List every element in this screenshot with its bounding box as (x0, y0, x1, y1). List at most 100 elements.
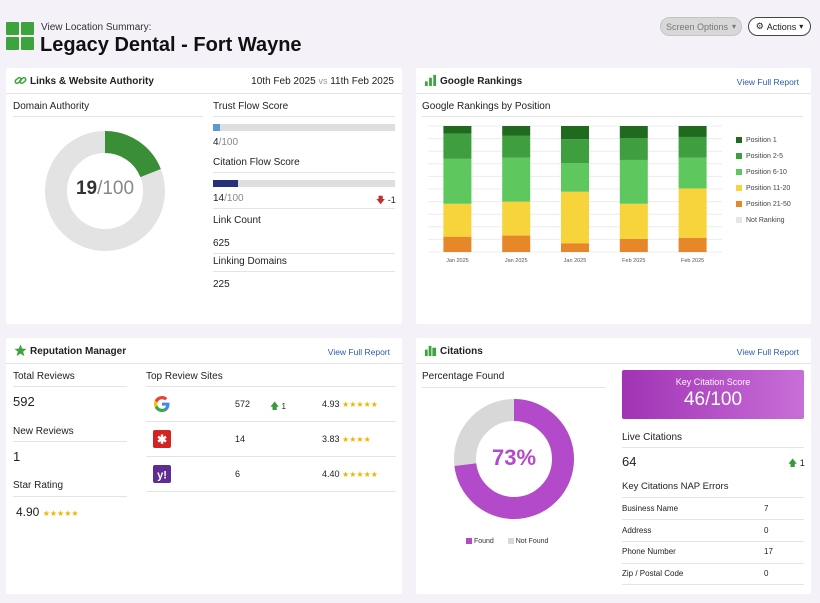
citations-header: Citations View Full Report (416, 338, 811, 364)
divider (146, 491, 396, 492)
link-count-value: 625 (213, 238, 230, 249)
page-title: Legacy Dental - Fort Wayne (40, 34, 302, 56)
legend-found-swatch (466, 538, 472, 545)
nap-error-value: 0 (764, 526, 769, 535)
donut-value-arc (45, 131, 165, 251)
key-citation-score-box: Key Citation Score 46/100 (622, 370, 804, 419)
nap-error-label: Address (622, 526, 652, 535)
divider (13, 386, 127, 387)
citations-card: Citations View Full Report Percentage Fo… (416, 338, 811, 594)
review-site-row-yahoo[interactable]: y! 6 4.40 ★★★★★ (146, 457, 396, 491)
nap-error-value: 0 (764, 569, 769, 578)
divider (213, 116, 395, 117)
star-rating-label: Star Rating (13, 480, 64, 491)
top-sites-label: Top Review Sites (146, 371, 223, 382)
site-review-count: 6 (235, 469, 241, 479)
divider (622, 563, 804, 564)
bar-segment (502, 157, 531, 202)
arrow-up-icon: 🡅 (270, 401, 280, 411)
legend-label: Position 6-10 (746, 168, 787, 176)
bar-segment (561, 243, 589, 252)
date-range: 10th Feb 2025 vs 11th Feb 2025 (251, 76, 394, 87)
legend-item[interactable]: Position 21-50 (736, 196, 806, 212)
percentage-found-label: Percentage Found (422, 371, 505, 382)
date-to: 11th Feb 2025 (330, 76, 394, 87)
donut-value-arc (454, 399, 574, 519)
bar-segment (502, 135, 531, 158)
reputation-title: Reputation Manager (30, 346, 127, 357)
legend-item[interactable]: Position 11-20 (736, 180, 806, 196)
bar-segment (502, 201, 531, 236)
bar-segment (678, 157, 707, 189)
bar-segment (502, 235, 531, 252)
x-tick-label: Jan 2025 (446, 258, 469, 264)
screen-options-button[interactable]: Screen Options ▾ (660, 17, 742, 36)
page-header: View Location Summary: Legacy Dental - F… (0, 0, 820, 66)
legend-item[interactable]: Position 6-10 (736, 164, 806, 180)
legend-swatch (736, 217, 742, 223)
bar-segment (619, 138, 648, 160)
divider (213, 172, 395, 173)
bar-segment (443, 133, 472, 159)
review-site-row-yelp[interactable]: ✱ 14 3.83 ★★★★ (146, 422, 396, 456)
trust-flow-score: 4/100 (213, 137, 238, 148)
reputation-view-report-link[interactable]: View Full Report (327, 347, 390, 357)
bar-segment (678, 188, 707, 238)
citation-flow-score: 14/100 (213, 193, 244, 204)
legend-label: Position 11-20 (746, 184, 791, 192)
review-site-row-google[interactable]: 572 🡅 1 4.93 ★★★★★ (146, 387, 396, 421)
legend-item[interactable]: Position 1 (736, 132, 806, 148)
divider (622, 519, 804, 520)
legend-swatch (736, 185, 742, 191)
nap-error-label: Zip / Postal Code (622, 569, 684, 578)
star-rating: 4.90 ★★★★★ (16, 505, 79, 519)
citations-view-report-link[interactable]: View Full Report (736, 347, 799, 357)
rating-stars-icon: ★★★★★ (342, 400, 378, 409)
total-reviews-value: 592 (13, 394, 35, 409)
percentage-found-value: 73% (491, 445, 537, 470)
nap-error-label: Phone Number (622, 547, 676, 556)
date-vs: vs (318, 76, 328, 86)
links-card-header: Links & Website Authority 10th Feb 2025 … (6, 68, 402, 94)
screen-options-label: Screen Options (665, 21, 729, 32)
new-reviews-value: 1 (13, 449, 21, 464)
domain-authority-score: 19/100 (43, 178, 167, 200)
legend-item[interactable]: Not Ranking (736, 212, 806, 228)
arrow-down-icon: 🡇 (376, 195, 386, 205)
google-rankings-card: Google Rankings View Full Report Google … (416, 68, 811, 324)
new-reviews-label: New Reviews (13, 426, 74, 437)
site-review-count: 14 (235, 434, 246, 444)
domain-authority-label: Domain Authority (13, 101, 90, 112)
svg-text:✱: ✱ (157, 433, 167, 447)
citation-flow-value: 14 (213, 193, 225, 204)
bar-segment (619, 203, 648, 239)
domain-authority-donut (45, 131, 165, 251)
divider (213, 271, 395, 272)
nap-error-value: 17 (764, 547, 773, 556)
divider (622, 541, 804, 542)
rating-stars-icon: ★★★★ (342, 435, 371, 444)
bar-segment (561, 126, 589, 140)
rankings-view-report-link[interactable]: View Full Report (736, 77, 799, 87)
bar-segment (678, 126, 707, 137)
citation-flow-bar (213, 180, 239, 187)
bar-segment (443, 158, 472, 204)
live-citations-change: 🡅 1 (788, 458, 805, 468)
site-rating: 3.83 ★★★★ (322, 434, 371, 444)
citations-title: Citations (440, 346, 483, 357)
citation-flow-max: /100 (224, 193, 244, 204)
site-review-change: 🡅 1 (270, 401, 286, 411)
legend-item[interactable]: Position 2-5 (736, 148, 806, 164)
actions-button[interactable]: ⚙ Actions ▾ (748, 17, 811, 36)
citations-legend: Found Not Found (466, 538, 548, 545)
trust-flow-value: 4 (213, 137, 219, 148)
date-from: 10th Feb 2025 (251, 76, 316, 87)
links-card: Links & Website Authority 10th Feb 2025 … (6, 68, 402, 324)
live-citations-label: Live Citations (622, 432, 683, 443)
bar-segment (561, 191, 589, 244)
yahoo-logo-icon: y! (153, 465, 171, 483)
divider (146, 386, 396, 387)
divider (622, 497, 804, 498)
divider (622, 584, 804, 585)
divider (146, 421, 396, 422)
